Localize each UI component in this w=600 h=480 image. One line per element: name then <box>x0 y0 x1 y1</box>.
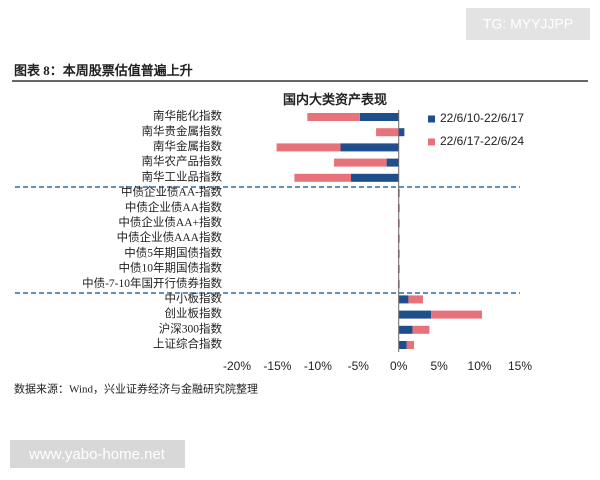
y-tick-label: 中债企业债AAA指数 <box>117 230 223 244</box>
y-tick-label: 南华能化指数 <box>153 109 222 123</box>
watermark-box <box>10 440 185 468</box>
bar <box>398 341 407 349</box>
bar <box>431 310 482 319</box>
y-tick-label: 中债5年期国债指数 <box>124 245 222 259</box>
x-tick-label: 5% <box>430 359 448 373</box>
bar <box>398 295 409 304</box>
y-tick-label: 中债10年期国债指数 <box>119 261 223 275</box>
legend-swatch <box>428 138 435 146</box>
x-tick-label: -15% <box>263 359 291 373</box>
figure-title: 图表 8：本周股票估值普遍上升 <box>14 63 193 78</box>
y-tick-label: 南华贵金属指数 <box>142 124 223 138</box>
x-tick-label: -5% <box>348 359 370 373</box>
bar <box>351 173 399 182</box>
bar <box>408 295 423 304</box>
bar <box>386 158 399 167</box>
bar <box>334 158 387 167</box>
bar <box>376 128 399 137</box>
x-tick-label: -10% <box>304 359 332 373</box>
y-tick-label: 中债-7-10年国开行债券指数 <box>82 276 222 290</box>
bar <box>307 113 360 121</box>
legend-swatch <box>428 115 435 123</box>
y-tick-label: 沪深300指数 <box>159 321 223 335</box>
source: 数据来源：Wind，兴业证券经济与金融研究院整理 <box>14 382 258 396</box>
y-tick-label: 南华工业品指数 <box>142 169 223 183</box>
bar <box>412 325 430 334</box>
y-tick-label: 创业板指数 <box>165 306 223 320</box>
bar <box>359 113 399 121</box>
bar <box>398 128 405 137</box>
y-tick-label: 上证综合指数 <box>153 337 222 351</box>
bar <box>398 325 413 334</box>
chart-title: 国内大类资产表现 <box>283 92 387 107</box>
y-tick-label: 南华金属指数 <box>153 139 222 153</box>
bar <box>406 341 415 349</box>
legend-label: 22/6/10-22/6/17 <box>440 111 524 125</box>
y-tick-label: 中债企业债AA+指数 <box>118 215 222 229</box>
watermark-box <box>466 8 590 40</box>
watermark: TG: MYYJJPP <box>483 16 573 32</box>
x-tick-label: 15% <box>508 359 532 373</box>
y-tick-label: 南华农产品指数 <box>142 154 223 168</box>
bar <box>398 310 432 319</box>
y-tick-label: 中债企业债AA指数 <box>125 200 223 214</box>
legend-label: 22/6/17-22/6/24 <box>440 134 524 148</box>
y-tick-label: 中小板指数 <box>165 291 223 305</box>
x-tick-label: 10% <box>468 359 492 373</box>
bar <box>294 173 352 182</box>
x-tick-label: 0% <box>390 359 408 373</box>
bar <box>340 143 399 152</box>
bar <box>276 143 341 152</box>
y-tick-label: 中债企业债AA-指数 <box>121 185 222 199</box>
watermark: www.yabo-home.net <box>28 446 166 463</box>
x-tick-label: -20% <box>223 359 251 373</box>
